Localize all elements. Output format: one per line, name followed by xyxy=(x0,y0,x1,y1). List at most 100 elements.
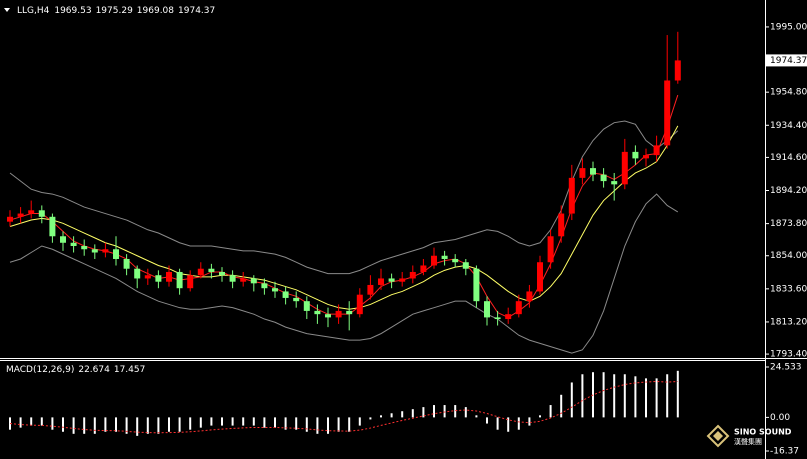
macd-bar xyxy=(602,372,605,418)
candle-body xyxy=(28,210,35,214)
macd-bar xyxy=(168,417,170,432)
candle-body xyxy=(250,278,257,284)
y-tick-label: 1894.20 xyxy=(770,186,807,196)
macd-bar xyxy=(401,411,404,418)
macd-bar xyxy=(125,417,128,434)
bar-high: 1975.29 xyxy=(96,6,133,16)
macd-bar xyxy=(411,409,414,418)
candle-body xyxy=(367,284,374,295)
macd-bar xyxy=(115,417,117,432)
candle-body xyxy=(219,271,225,276)
macd-bar xyxy=(274,417,276,428)
macd-bar xyxy=(390,413,393,418)
y-tick-label: 1793.40 xyxy=(770,350,807,360)
candle-body xyxy=(356,294,363,315)
candle-body xyxy=(378,278,384,285)
y-tick-label: 1995.00 xyxy=(770,22,807,32)
macd-bar xyxy=(62,417,64,432)
candle-body xyxy=(452,258,459,263)
candle-body xyxy=(272,288,278,292)
candle-body xyxy=(664,80,671,146)
y-tick-label: 0.00 xyxy=(770,413,790,423)
logo-text: SINO SOUND xyxy=(734,428,792,437)
macd-bar xyxy=(475,415,478,418)
candle-body xyxy=(49,216,56,237)
macd-value: 22.674 xyxy=(78,365,110,375)
macd-bar xyxy=(676,370,679,418)
candle-body xyxy=(547,236,554,263)
candle-body xyxy=(611,181,618,185)
candle-body xyxy=(123,258,130,269)
macd-bar xyxy=(348,417,351,432)
candle-body xyxy=(7,216,13,222)
candle-body xyxy=(590,168,596,175)
indicator-line xyxy=(9,94,679,318)
candle-body xyxy=(409,271,416,279)
candle-body xyxy=(70,242,77,247)
macd-bar xyxy=(51,417,54,430)
menu-triangle[interactable] xyxy=(4,8,10,12)
macd-bar xyxy=(369,417,372,420)
macd-bar xyxy=(528,417,531,426)
candle-body xyxy=(144,275,151,279)
candle-body xyxy=(600,174,607,182)
macd-bar xyxy=(634,376,637,418)
macd-bar xyxy=(252,417,255,426)
indicator-line xyxy=(9,193,679,354)
logo-mark xyxy=(713,431,723,441)
macd-bar xyxy=(295,417,298,430)
y-tick-label: 1854.00 xyxy=(770,251,807,261)
macd-bar xyxy=(655,378,658,418)
candle-body xyxy=(325,314,331,318)
bar-close: 1974.37 xyxy=(178,6,215,16)
candle-body xyxy=(261,283,268,289)
candle-body xyxy=(17,213,24,217)
macd-bar xyxy=(454,405,457,418)
macd-bar xyxy=(242,417,245,426)
chart-header: LLG,H4 1969.53 1975.29 1969.08 1974.37 xyxy=(17,6,215,16)
candle-body xyxy=(91,249,98,253)
macd-bar xyxy=(623,374,626,418)
macd-bar xyxy=(443,405,446,418)
candle-body xyxy=(314,310,321,315)
price-marker xyxy=(766,54,807,67)
macd-bar xyxy=(422,407,425,418)
macd-bar xyxy=(316,417,319,434)
macd-bar xyxy=(210,417,213,426)
candle-body xyxy=(282,291,289,298)
macd-bar xyxy=(433,405,435,418)
macd-bar xyxy=(263,417,266,428)
candle-body xyxy=(240,278,247,282)
candle-body xyxy=(643,155,649,159)
macd-bar xyxy=(327,417,329,434)
macd-bar xyxy=(72,417,75,434)
logo-mark xyxy=(706,424,730,448)
macd-bar xyxy=(199,417,202,428)
candle-body xyxy=(473,268,480,302)
macd-bar xyxy=(83,417,86,434)
signal-value: 17.457 xyxy=(114,365,146,375)
macd-bar xyxy=(146,417,149,434)
candle-body xyxy=(113,249,119,259)
candle-body xyxy=(462,262,469,269)
y-tick-label: 1914.60 xyxy=(770,153,807,163)
candle-body xyxy=(346,310,353,315)
candle-body xyxy=(431,255,437,266)
macd-bar xyxy=(464,407,467,418)
macd-bar xyxy=(337,417,340,432)
candle-body xyxy=(526,291,533,302)
candle-body xyxy=(197,268,204,276)
macd-bar xyxy=(284,417,287,430)
candle-body xyxy=(81,246,88,250)
candle-body xyxy=(229,275,236,282)
macd-bar xyxy=(613,374,616,418)
macd-bar xyxy=(517,417,520,430)
candle-body xyxy=(505,314,512,320)
candle-body xyxy=(515,301,522,315)
macd-bar xyxy=(645,378,647,418)
macd-bar xyxy=(231,417,234,426)
candle-body xyxy=(653,145,660,156)
candle-body xyxy=(568,177,575,214)
